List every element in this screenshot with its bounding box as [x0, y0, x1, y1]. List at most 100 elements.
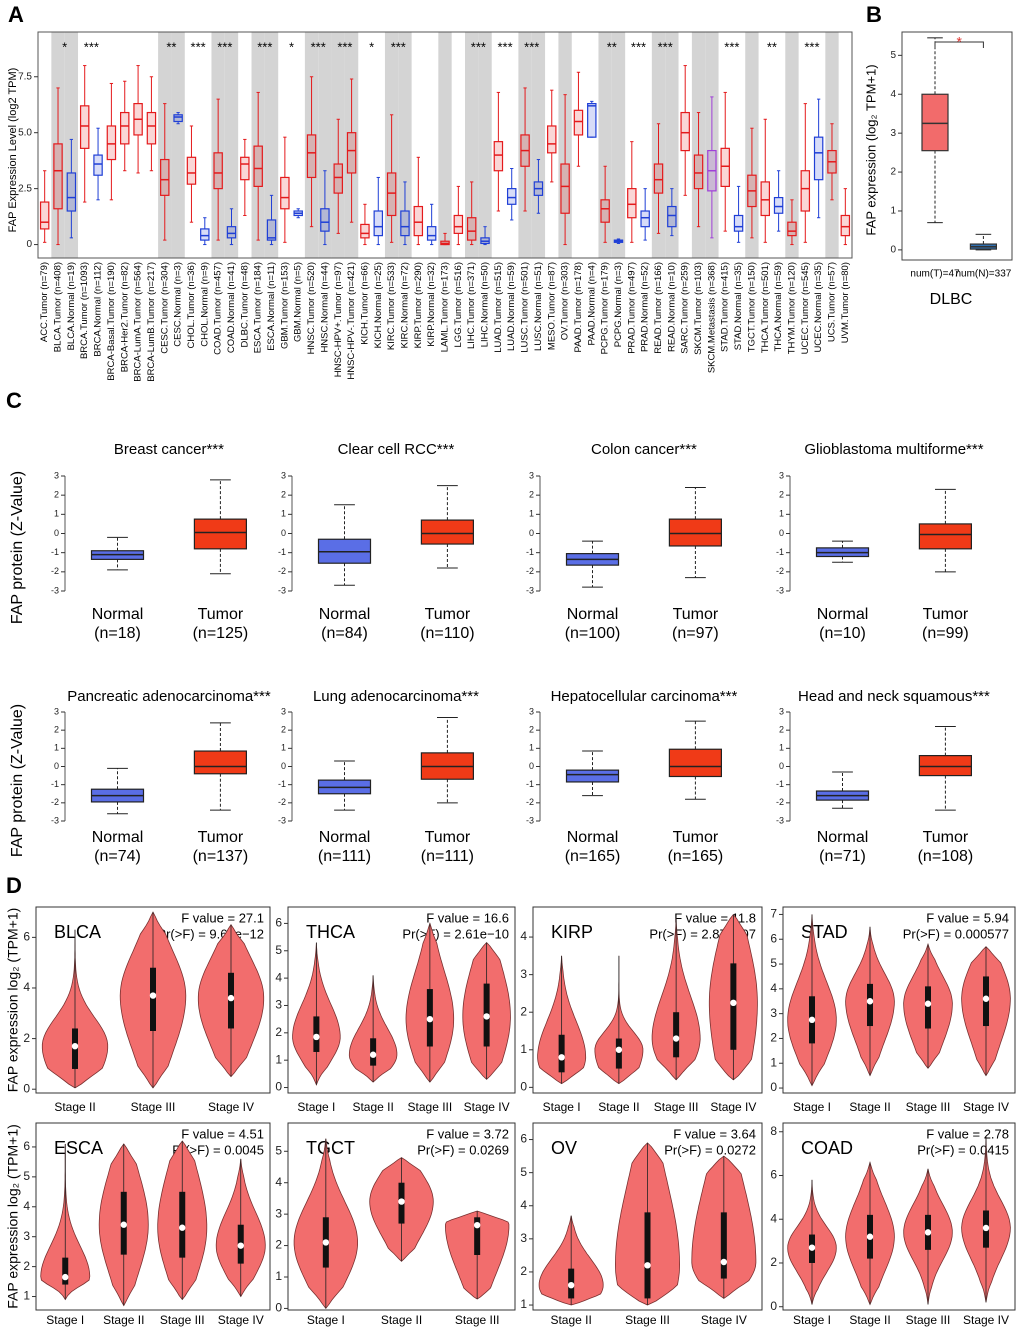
y-tick-label: 6 — [770, 931, 777, 945]
box — [918, 754, 973, 777]
y-tick-label: 1 — [54, 509, 59, 519]
y-axis-label: FAP expression (log₂ TPM+1) — [863, 64, 878, 235]
y-tick-label: 4 — [770, 981, 777, 995]
y-tick-label: 1 — [281, 509, 286, 519]
group-shading — [264, 32, 279, 258]
box — [200, 228, 210, 241]
y-tick-label: -3 — [526, 585, 534, 595]
box — [173, 114, 183, 123]
plot-frame — [782, 1122, 1016, 1311]
x-tick-label: Stage IV — [464, 1100, 510, 1114]
y-tick-label: -3 — [278, 585, 286, 595]
x-tick-label: UCS.Tumor (n=57) — [826, 262, 837, 342]
y-tick-label: 0 — [770, 1299, 777, 1313]
x-tick-label: Tumor — [673, 606, 719, 623]
annotation: Pr(>F) = 0.0269 — [417, 1142, 509, 1157]
x-tick-label: COAD.Tumor (n=457) — [213, 262, 224, 355]
panel-label: C — [6, 388, 22, 413]
significance: *** — [658, 39, 673, 54]
x-tick-label: OV.Tumor (n=303) — [560, 262, 571, 340]
box — [474, 1217, 481, 1255]
significance: *** — [471, 39, 486, 54]
annotation: F value = 2.78 — [926, 1126, 1009, 1141]
y-tick-label: 0 — [23, 1081, 30, 1095]
group-shading — [224, 32, 239, 258]
x-tick-label: Stage II — [849, 1100, 890, 1114]
chart-title: KIRP — [551, 922, 593, 942]
box — [720, 147, 730, 187]
x-tick-label: Stage II — [352, 1100, 393, 1114]
median-dot — [924, 1000, 932, 1007]
group-shading — [531, 32, 546, 258]
y-tick-label: 5 — [275, 943, 282, 957]
x-tick-label: Stage II — [381, 1313, 422, 1327]
y-tick-label: 1 — [890, 206, 896, 217]
significance: *** — [524, 39, 539, 54]
x-tick-label: BLCA.Normal (n=19) — [66, 262, 77, 350]
annotation: F value = 5.94 — [926, 910, 1009, 925]
x-tick-label: Tumor — [198, 829, 244, 846]
x-tick-label: Normal — [319, 606, 371, 623]
box — [627, 188, 637, 219]
significance: *** — [804, 39, 819, 54]
box — [733, 214, 744, 232]
box — [773, 196, 784, 214]
y-tick-label: -2 — [51, 566, 59, 576]
box — [720, 1212, 727, 1279]
y-tick-label: 2 — [54, 490, 59, 500]
box — [346, 132, 357, 174]
median-dot — [120, 1221, 127, 1228]
y-tick-label: 5.0 — [18, 127, 32, 138]
y-tick-label: -3 — [776, 815, 784, 825]
x-tick-label: num(N)=337 — [955, 269, 1011, 280]
y-tick-label: 3 — [779, 470, 784, 480]
x-tick-label: KIRP.Normal (n=32) — [426, 262, 437, 347]
significance: ** — [607, 39, 617, 54]
chart-title: Clear cell RCC*** — [338, 441, 455, 458]
box — [640, 210, 650, 228]
box — [918, 523, 973, 550]
box — [420, 519, 474, 545]
x-tick-label: LUAD.Tumor (n=515) — [493, 262, 504, 353]
x-tick-label: Stage III — [654, 1100, 699, 1114]
x-tick-label: PAAD.Normal (n=4) — [586, 262, 597, 346]
box — [800, 170, 811, 212]
y-tick-label: 1 — [529, 509, 534, 519]
sample-size: (n=99) — [922, 625, 969, 642]
annotation: F value = 3.64 — [673, 1126, 756, 1141]
chart-title: COAD — [801, 1138, 853, 1158]
box — [93, 154, 103, 176]
chart-title: Glioblastoma multiforme*** — [804, 441, 983, 458]
x-tick-label: KICH.Tumor (n=66) — [359, 262, 370, 345]
y-axis-label: FAP Expression Level (log2 TPM) — [7, 68, 19, 233]
box — [413, 205, 424, 237]
y-tick-label: 0 — [54, 761, 59, 771]
x-tick-label: THCA.Normal (n=59) — [773, 262, 784, 351]
x-tick-label: THCA.Tumor (n=501) — [760, 262, 771, 353]
y-tick-label: -3 — [51, 815, 59, 825]
y-tick-label: 2 — [275, 1025, 282, 1039]
median-dot — [62, 1273, 69, 1281]
x-tick-label: MESO.Tumor (n=87) — [546, 262, 557, 350]
x-tick-label: ACC.Tumor (n=79) — [39, 262, 50, 342]
median-dot — [672, 1035, 680, 1042]
box — [573, 109, 584, 136]
x-tick-label: Stage III — [906, 1100, 951, 1114]
median-dot — [179, 1224, 186, 1231]
chart-title: Head and neck squamous*** — [798, 688, 990, 705]
median-dot — [227, 994, 235, 1002]
y-tick-label: 2 — [23, 1031, 30, 1045]
y-tick-label: -2 — [526, 566, 534, 576]
plot-frame — [532, 1122, 763, 1311]
y-tick-label: 6 — [23, 1139, 30, 1153]
sample-size: (n=84) — [321, 625, 368, 642]
median-dot — [982, 995, 990, 1002]
median-dot — [473, 1221, 481, 1229]
sample-size: (n=125) — [193, 625, 249, 642]
y-tick-label: 2 — [281, 725, 286, 735]
box — [453, 214, 464, 234]
y-tick-label: -2 — [51, 797, 59, 807]
x-tick-label: UVM.Tumor (n=80) — [840, 262, 851, 343]
y-tick-label: 2 — [281, 490, 286, 500]
box — [373, 210, 384, 237]
